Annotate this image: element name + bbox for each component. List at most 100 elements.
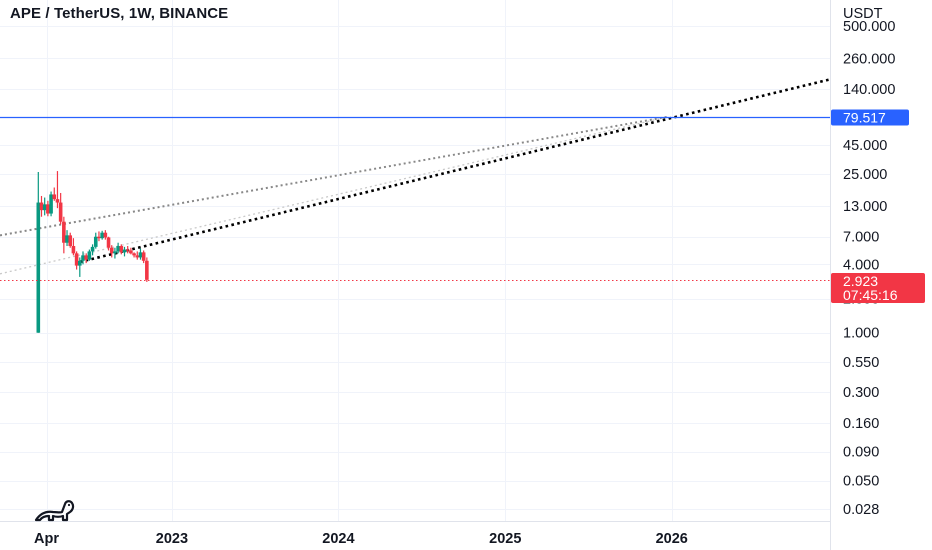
candle — [122, 246, 127, 257]
price-tick-label: 0.028 — [843, 502, 879, 518]
candle-body — [36, 202, 41, 333]
candle-body — [113, 251, 117, 254]
candle — [52, 187, 57, 201]
candle — [81, 251, 85, 265]
candle-body — [90, 246, 95, 252]
horizontal-line-price-badge[interactable]: 79.517 — [831, 109, 909, 126]
time-tick-label: 2025 — [489, 531, 521, 547]
price-tick-label: 140.000 — [843, 82, 895, 98]
candle — [74, 251, 79, 270]
horizontal-line-price-label: 79.517 — [843, 110, 886, 126]
candle — [36, 172, 41, 333]
candle — [84, 253, 88, 264]
horizontal-lines-layer — [0, 116, 830, 281]
candle — [116, 242, 120, 254]
last-price-label: 2.923 — [843, 273, 878, 289]
candle-body — [74, 253, 79, 266]
candle-body — [106, 237, 111, 248]
grid — [0, 0, 830, 521]
time-axis[interactable]: Apr 2023 2024 2025 2026 — [34, 531, 688, 547]
candle — [78, 257, 82, 277]
candle — [93, 232, 98, 249]
candle — [109, 245, 114, 258]
candle-body — [145, 260, 149, 280]
candle-body — [68, 235, 73, 247]
candle — [129, 247, 133, 255]
price-tick-label: 0.160 — [843, 416, 879, 432]
candle-body — [84, 255, 88, 260]
candle — [145, 257, 149, 282]
candle — [138, 248, 143, 260]
candle — [71, 238, 76, 256]
candle-body — [87, 251, 92, 260]
time-tick-label: Apr — [34, 531, 59, 547]
candle — [42, 197, 47, 216]
candle-body — [71, 246, 76, 254]
candle — [55, 171, 60, 209]
price-axis[interactable]: 500.000 260.000 140.000 45.000 25.000 13.000 7… — [843, 19, 895, 518]
candle — [125, 246, 130, 254]
candle — [141, 250, 146, 264]
candle-body — [138, 252, 143, 258]
trendline — [0, 116, 668, 275]
price-tick-label: 25.000 — [843, 167, 887, 183]
price-tick-label: 260.000 — [843, 51, 895, 67]
price-tick-label: 0.300 — [843, 385, 879, 401]
time-tick-label: 2026 — [656, 531, 688, 547]
candle — [49, 191, 53, 217]
candle-body — [46, 204, 50, 214]
candle-body — [125, 249, 130, 251]
candle-body — [81, 255, 85, 261]
candle-body — [62, 221, 66, 243]
candle-body — [39, 202, 44, 211]
candle — [135, 251, 140, 260]
candles-layer — [36, 171, 149, 333]
candle-body — [132, 253, 136, 256]
candle-body — [55, 199, 60, 203]
candle — [113, 247, 117, 259]
candle-body — [49, 194, 53, 214]
candle — [87, 249, 92, 261]
candle-body — [100, 232, 104, 239]
candle — [90, 244, 95, 256]
tradingview-dino-icon[interactable] — [34, 500, 75, 522]
candle-body — [65, 235, 69, 243]
drawings-layer — [0, 78, 831, 275]
price-tick-label: 1.000 — [843, 326, 879, 342]
candle — [58, 192, 63, 225]
candle-body — [52, 194, 57, 200]
candle-body — [129, 250, 133, 254]
price-tick-label: 13.000 — [843, 199, 887, 215]
candle — [97, 231, 101, 242]
price-tick-label: 0.550 — [843, 355, 879, 371]
candle — [46, 200, 50, 217]
trendline — [0, 115, 668, 237]
candle-body — [42, 204, 47, 211]
price-tick-label: 4.000 — [843, 257, 879, 273]
candle — [119, 244, 124, 255]
candle-body — [103, 232, 108, 238]
candle — [62, 216, 66, 254]
candle-body — [58, 202, 63, 222]
symbol-title[interactable]: APE / TetherUS, 1W, BINANCE — [10, 5, 229, 22]
price-tick-label: 500.000 — [843, 19, 895, 35]
candle-body — [135, 255, 140, 258]
price-tick-label: 45.000 — [843, 138, 887, 154]
horizontal-line-badge-bg — [831, 109, 909, 126]
candle — [106, 236, 111, 251]
candle-body — [116, 246, 120, 252]
candle — [100, 230, 104, 240]
countdown-label: 07:45:16 — [843, 287, 898, 303]
last-price-badge: 2.923 07:45:16 — [831, 273, 925, 303]
candle-body — [97, 236, 101, 239]
time-tick-label: 2023 — [156, 531, 188, 547]
candle-body — [141, 252, 146, 261]
price-tick-label: 0.090 — [843, 445, 879, 461]
candle-body — [78, 260, 82, 266]
candle — [65, 230, 69, 247]
candle — [103, 230, 108, 240]
candle-body — [109, 247, 114, 254]
candle-body — [122, 249, 127, 253]
